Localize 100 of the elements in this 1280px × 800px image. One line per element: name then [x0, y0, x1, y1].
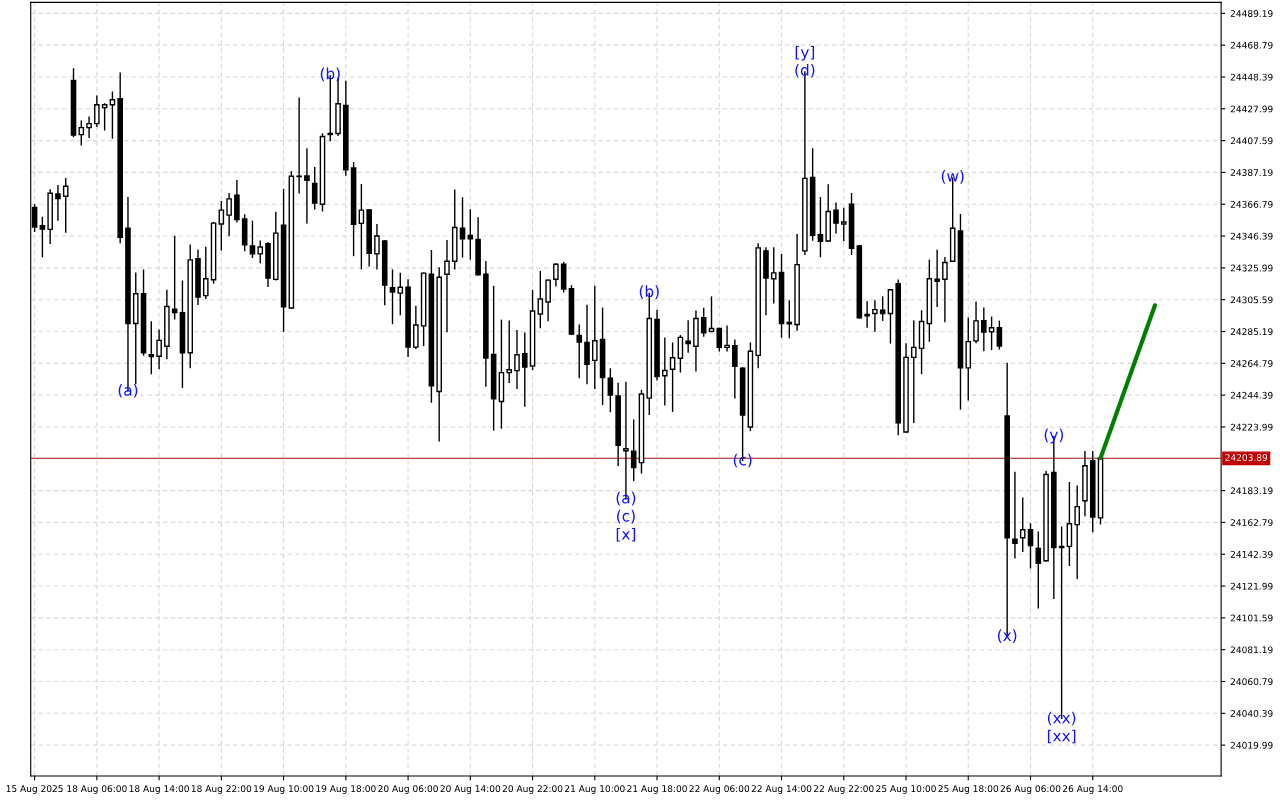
- candlestick: [942, 256, 948, 323]
- y-tick-label: 24162.79: [1230, 519, 1273, 526]
- candlestick: [202, 245, 209, 300]
- y-tick-label: 24264.79: [1230, 360, 1273, 367]
- x-tick-label: 25 Aug 18:00: [938, 785, 999, 794]
- y-tick-label: 24387.19: [1230, 169, 1273, 176]
- y-tick-label: 24325.99: [1230, 264, 1273, 272]
- x-tick-label: 21 Aug 18:00: [627, 785, 687, 794]
- y-tick-label: 24081.19: [1230, 646, 1273, 654]
- candlestick: [413, 305, 419, 350]
- candlestick: [397, 272, 404, 316]
- annotation: (xx): [1047, 711, 1076, 726]
- candlestick: [996, 319, 1003, 351]
- x-tick-label: 22 Aug 06:00: [689, 785, 750, 794]
- candlestick: [171, 235, 178, 321]
- x-tick-label: 20 Aug 22:00: [502, 785, 563, 794]
- annotation: (b): [639, 285, 659, 299]
- annotation: [y]: [795, 45, 815, 61]
- candlestick: [1012, 471, 1018, 560]
- candlestick: [218, 200, 225, 252]
- y-tick-label: 24101.59: [1230, 614, 1273, 622]
- candlestick: [39, 216, 46, 258]
- candlestick: [786, 299, 793, 340]
- x-tick-label: 19 Aug 10:00: [254, 785, 314, 794]
- candlestick: [770, 246, 777, 305]
- candlestick: [887, 288, 894, 345]
- y-tick-label: 24244.39: [1230, 391, 1273, 399]
- annotation: (w): [941, 170, 964, 184]
- candlestick: [724, 324, 730, 353]
- annotation: (a): [616, 491, 636, 506]
- y-tick-label: 24223.99: [1230, 423, 1273, 431]
- y-tick-label: 24305.59: [1230, 296, 1273, 304]
- y-tick-label: 24019.99: [1230, 741, 1273, 749]
- candlestick: [1019, 496, 1026, 553]
- x-tick-label: 21 Aug 10:00: [565, 785, 625, 794]
- candlestick: [833, 201, 839, 235]
- candlestick: [1074, 484, 1080, 580]
- y-tick-label: 24427.99: [1230, 105, 1273, 113]
- candlestick: [934, 249, 940, 308]
- candlestick: [459, 196, 466, 259]
- x-tick-label: 20 Aug 06:00: [378, 785, 438, 794]
- candlestick: [592, 285, 598, 390]
- candlestick: [872, 299, 878, 333]
- x-tick-label: 25 Aug 10:00: [876, 785, 936, 794]
- candlestick: [257, 239, 264, 264]
- y-tick-label: 24448.39: [1230, 73, 1273, 81]
- candlestick: [910, 319, 917, 424]
- y-tick-label: 24142.39: [1230, 550, 1273, 558]
- x-tick-label: 20 Aug 14:00: [440, 785, 501, 794]
- candlestick: [630, 418, 637, 482]
- candlestick: [545, 278, 551, 322]
- candlestick: [864, 300, 870, 329]
- y-tick-label: 24468.79: [1230, 41, 1273, 49]
- candlestick: [304, 147, 310, 225]
- y-tick-label: 24060.79: [1230, 678, 1273, 686]
- candlestick: [685, 319, 691, 354]
- candlestick: [732, 338, 738, 400]
- annotation: (b): [320, 67, 340, 82]
- candlestick: [62, 177, 69, 234]
- x-tick-label: 26 Aug 14:00: [1062, 785, 1123, 794]
- x-tick-label: 26 Aug 06:00: [1000, 785, 1061, 794]
- annotation: [xx]: [1047, 729, 1076, 744]
- candlestick: [537, 270, 544, 329]
- candlestick: [226, 192, 232, 238]
- candlestick: [514, 329, 520, 390]
- candlestick: [700, 306, 707, 338]
- candlestick: [708, 295, 715, 333]
- candlestick: [584, 303, 590, 385]
- x-tick-label: 18 Aug 06:00: [67, 785, 127, 794]
- candlestick: [55, 184, 61, 222]
- y-tick-label: 24489.19: [1230, 10, 1273, 17]
- candlestick: [374, 223, 380, 271]
- annotation: (y): [1044, 428, 1064, 444]
- candlestick: [981, 306, 987, 352]
- x-tick-label: 19 Aug 18:00: [316, 785, 376, 794]
- y-tick-label: 24121.99: [1230, 582, 1273, 590]
- candlestick: [506, 319, 513, 384]
- candlestick: [607, 367, 614, 413]
- y-tick-label: 24040.39: [1230, 710, 1273, 717]
- ref-line-label: 24203.89: [1225, 454, 1268, 461]
- x-tick-label: 22 Aug 22:00: [814, 785, 874, 794]
- annotation: [x]: [616, 527, 636, 542]
- annotation: (a): [118, 384, 138, 398]
- candlestick: [358, 183, 365, 271]
- y-tick-label: 24366.79: [1230, 200, 1273, 208]
- y-tick-label: 24407.59: [1230, 137, 1273, 145]
- candlestick: [840, 207, 847, 243]
- candlestick: [148, 320, 155, 375]
- candlestick: [249, 220, 256, 259]
- candlestick: [817, 196, 824, 258]
- x-tick-label: 18 Aug 22:00: [191, 785, 252, 794]
- candlestick: [101, 102, 108, 132]
- annotation: (d): [795, 63, 815, 78]
- candlestick: [553, 262, 559, 288]
- x-tick-label: 15 Aug 2025: [6, 785, 63, 794]
- candlestick: [156, 328, 162, 370]
- y-tick-label: 24285.19: [1230, 328, 1273, 336]
- candlestick: [662, 336, 668, 407]
- candlestick: [311, 166, 318, 211]
- candlestick: [669, 341, 676, 413]
